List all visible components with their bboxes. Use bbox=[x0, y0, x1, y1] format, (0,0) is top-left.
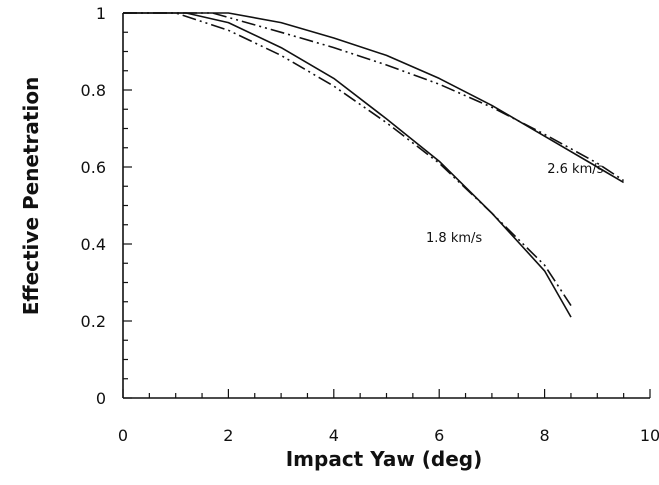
y-axis-title: Effective Penetration bbox=[19, 77, 43, 316]
series-lines bbox=[123, 12, 625, 318]
y-tick-label: 0.2 bbox=[81, 312, 106, 331]
y-tick-label: 0.8 bbox=[81, 81, 106, 100]
y-tick-label: 0.4 bbox=[81, 235, 106, 254]
y-tick-label: 1 bbox=[96, 4, 106, 23]
series-line-solid-2 bbox=[123, 12, 572, 318]
y-tick-label: 0 bbox=[96, 389, 106, 408]
axes: 0 2 4 6 8 10 0 0.2 0.4 0.6 0.8 1 bbox=[81, 4, 659, 445]
series-line-dashdot-1 bbox=[123, 12, 625, 182]
series-line-solid-0 bbox=[123, 12, 625, 184]
annotations: 2.6 km/s 1.8 km/s bbox=[426, 162, 604, 246]
y-tick-label: 0.6 bbox=[81, 158, 106, 177]
x-tick-label: 8 bbox=[540, 426, 550, 445]
x-tick-label: 4 bbox=[329, 426, 339, 445]
series-annotation: 1.8 km/s bbox=[426, 231, 482, 246]
series-line-dashdot-3 bbox=[123, 12, 572, 307]
x-tick-label: 2 bbox=[223, 426, 233, 445]
x-axis-title: Impact Yaw (deg) bbox=[286, 447, 483, 471]
x-tick-label: 6 bbox=[434, 426, 444, 445]
series-annotation: 2.6 km/s bbox=[547, 162, 603, 177]
x-tick-label: 10 bbox=[640, 426, 659, 445]
x-tick-label: 0 bbox=[118, 426, 128, 445]
